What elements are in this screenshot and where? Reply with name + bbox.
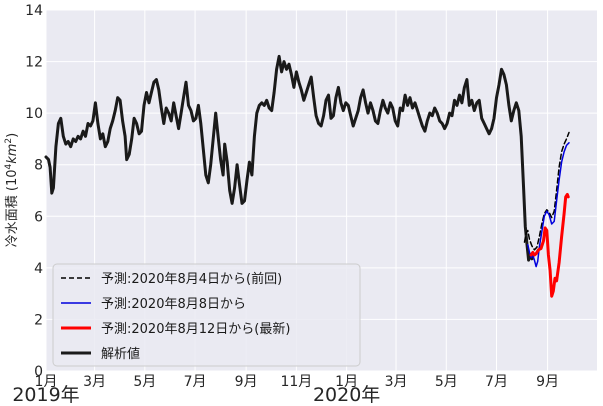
series-line <box>523 131 570 251</box>
x-tick-label: 9月 <box>235 374 258 390</box>
legend-label: 予測:2020年8月8日から <box>101 297 246 312</box>
x-tick-label: 1月 <box>35 374 58 390</box>
y-tick-label: 10 <box>25 106 43 122</box>
x-tick-label: 1月 <box>335 374 358 390</box>
y-tick-label: 4 <box>34 261 43 277</box>
y-tick-label: 0 <box>34 364 43 380</box>
y-tick-label: 12 <box>25 55 43 71</box>
year-labels: 2019年 2020年 <box>12 384 380 406</box>
y-tick-labels: 0 2 4 6 8 10 12 14 <box>25 3 43 380</box>
x-tick-label: 11月 <box>280 374 312 390</box>
x-tick-labels: 1月 3月 5月 7月 9月 11月 1月 3月 5月 7月 9月 <box>35 374 560 390</box>
y-tick-label: 8 <box>34 158 43 174</box>
series-line <box>44 54 534 262</box>
year-label: 2019年 <box>12 384 79 406</box>
y-tick-label: 2 <box>34 312 43 328</box>
x-tick-label: 5月 <box>435 374 458 390</box>
x-tick-label: 9月 <box>536 374 559 390</box>
legend-box <box>52 263 361 367</box>
series-line <box>527 142 570 268</box>
y-axis-title: 冷水面積 (104km2) <box>4 133 20 248</box>
legend-label: 予測:2020年8月12日から(最新) <box>101 321 290 337</box>
x-tick-label: 5月 <box>133 374 156 390</box>
x-tick-label: 3月 <box>83 374 106 390</box>
series-layer <box>44 54 570 298</box>
y-tick-label: 14 <box>25 3 43 19</box>
x-tick-label: 3月 <box>385 374 408 390</box>
y-tick-label: 6 <box>34 209 43 225</box>
legend-label: 解析値 <box>101 346 140 362</box>
legend-label: 予測:2020年8月4日から(前回) <box>101 271 282 287</box>
legend: 予測:2020年8月4日から(前回) 予測:2020年8月8日から予測:2020年… <box>52 263 361 367</box>
x-tick-label: 7月 <box>184 374 207 390</box>
x-tick-label: 7月 <box>485 374 508 390</box>
year-label: 2020年 <box>313 384 380 406</box>
series-line <box>529 192 570 298</box>
